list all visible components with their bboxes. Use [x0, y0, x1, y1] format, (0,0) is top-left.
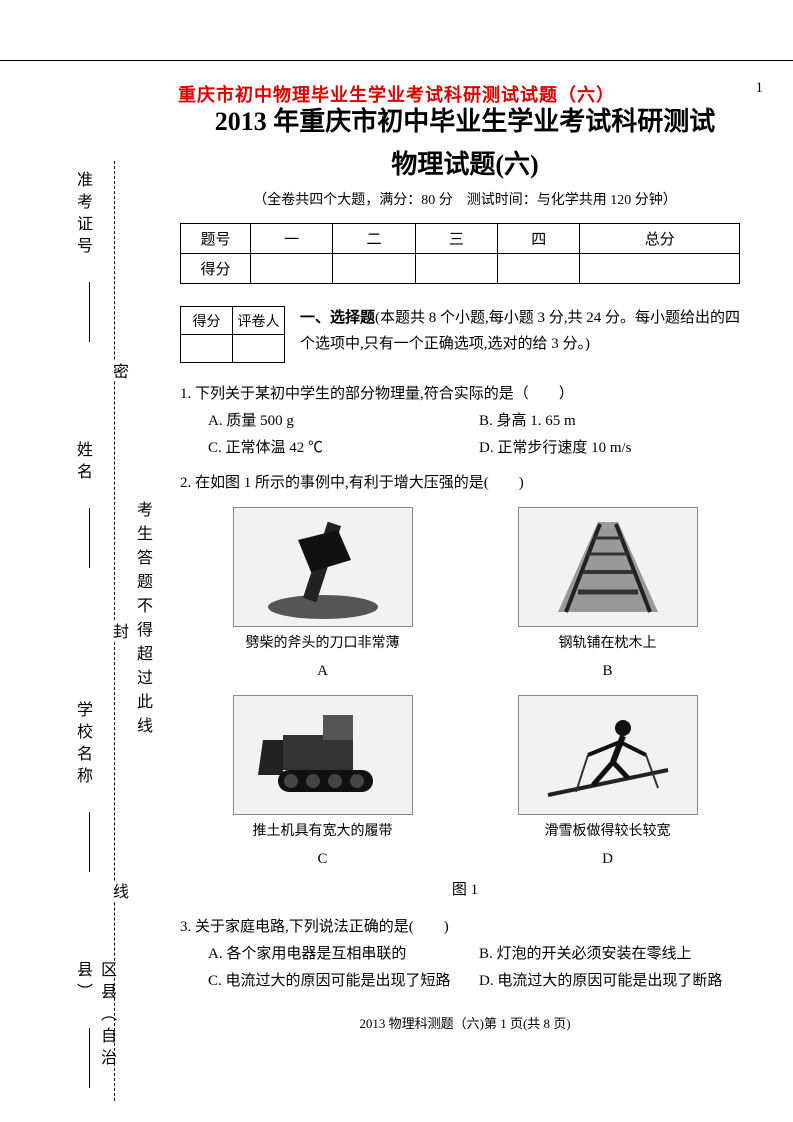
fig-c-letter: C [186, 846, 460, 873]
score-row-label: 得分 [181, 254, 251, 284]
fig-b-letter: B [471, 658, 745, 685]
fig-a-letter: A [186, 658, 460, 685]
table-row: 得分 [181, 254, 740, 284]
fig-b: 钢轨铺在枕木上 B [471, 507, 745, 685]
fig-row-2: 推土机具有宽大的履带 C [180, 695, 750, 873]
seal-warning: 考生答题不得超过此线 [130, 501, 154, 741]
question-2: 2. 在如图 1 所示的事例中,有利于增大压强的是( ) 劈柴的斧头的刀口非常薄… [180, 470, 750, 904]
grader-c2: 评卷人 [233, 307, 285, 335]
side-field-xm: 姓名 [70, 441, 94, 568]
ski-icon [518, 695, 698, 815]
underline [74, 508, 90, 568]
questions-block: 1. 下列关于某初中学生的部分物理量,符合实际的是（ ） A. 质量 500 g… [180, 363, 750, 1032]
q3-opt-b: B. 灯泡的开关必须安装在零线上 [479, 941, 750, 968]
page-footer: 2013 物理科测题（六)第 1 页(共 8 页) [180, 1013, 750, 1032]
q3-opt-c: C. 电流过大的原因可能是出现了短路 [208, 968, 479, 995]
score-cell [333, 254, 415, 284]
score-header: 一 [251, 224, 333, 254]
underline [74, 282, 90, 342]
q3-stem: 3. 关于家庭电路,下列说法正确的是( ) [180, 914, 750, 941]
side-field-xxmc: 学校名称 [70, 701, 94, 872]
score-header: 二 [333, 224, 415, 254]
table-row: 题号 一 二 三 四 总分 [181, 224, 740, 254]
underline [74, 812, 90, 872]
table-row: 得分 评卷人 [181, 307, 285, 335]
grader-c1: 得分 [181, 307, 233, 335]
rail-icon [518, 507, 698, 627]
binding-sidebar: 准考证号 密 姓名 考生答题不得超过此线 封 学校名称 线 区县（自治县） [70, 161, 160, 1101]
side-field-zkzh: 准考证号 [70, 171, 94, 342]
question-3: 3. 关于家庭电路,下列说法正确的是( ) A. 各个家用电器是互相串联的 B.… [180, 914, 750, 995]
q1-opt-d: D. 正常步行速度 10 m/s [479, 435, 750, 462]
grader-table: 得分 评卷人 [180, 306, 285, 363]
exam-info: （全卷共四个大题，满分：80 分 测试时间：与化学共用 120 分钟） [180, 189, 750, 209]
label-xm: 姓名 [74, 441, 91, 485]
fig-c: 推土机具有宽大的履带 C [186, 695, 460, 873]
underline [74, 1028, 90, 1088]
q2-stem: 2. 在如图 1 所示的事例中,有利于增大压强的是( ) [180, 470, 750, 497]
fig-a: 劈柴的斧头的刀口非常薄 A [186, 507, 460, 685]
fig-d-letter: D [471, 846, 745, 873]
seal-xian: 线 [106, 881, 130, 901]
grader-blank [181, 335, 233, 363]
section1-intro: 一、选择题(本题共 8 个小题,每小题 3 分,共 24 分。每小题给出的四个选… [300, 306, 750, 357]
fig-a-caption: 劈柴的斧头的刀口非常薄 [186, 631, 460, 656]
grader-blank [233, 335, 285, 363]
fig-row-1: 劈柴的斧头的刀口非常薄 A [180, 507, 750, 685]
label-xxmc: 学校名称 [74, 701, 91, 789]
score-table: 题号 一 二 三 四 总分 得分 [180, 223, 740, 284]
q3-opt-d: D. 电流过大的原因可能是出现了断路 [479, 968, 750, 995]
score-cell [251, 254, 333, 284]
main-content: 2013 年重庆市初中毕业生学业考试科研测试 物理试题(六) （全卷共四个大题，… [180, 91, 750, 1032]
score-header: 四 [498, 224, 580, 254]
side-field-qx: 区县（自治县） [70, 961, 118, 1101]
score-header: 三 [415, 224, 497, 254]
sub-title: 物理试题(六) [180, 144, 750, 181]
main-title: 2013 年重庆市初中毕业生学业考试科研测试 [180, 101, 750, 138]
label-zkzh: 准考证号 [74, 171, 91, 259]
axe-icon [233, 507, 413, 627]
q3-opt-a: A. 各个家用电器是互相串联的 [208, 941, 479, 968]
seal-mi: 密 [106, 361, 130, 381]
section1-title: 一、选择题 [300, 310, 375, 326]
figure-1-label: 图 1 [180, 877, 750, 904]
q1-opt-b: B. 身高 1. 65 m [479, 408, 750, 435]
score-header: 总分 [580, 224, 740, 254]
page-container: 重庆市初中物理毕业生学业考试科研测试试题（六） ‘ 准考证号 密 姓名 考生答题… [0, 60, 793, 125]
q3-options: A. 各个家用电器是互相串联的 B. 灯泡的开关必须安装在零线上 C. 电流过大… [180, 941, 750, 995]
score-cell [415, 254, 497, 284]
q1-opt-c: C. 正常体温 42 ℃ [208, 435, 479, 462]
fig-c-caption: 推土机具有宽大的履带 [186, 819, 460, 844]
q1-stem: 1. 下列关于某初中学生的部分物理量,符合实际的是（ ） [180, 381, 750, 408]
fig-d-caption: 滑雪板做得较长较宽 [471, 819, 745, 844]
page-number: 1 [756, 80, 764, 97]
q1-options: A. 质量 500 g B. 身高 1. 65 m C. 正常体温 42 ℃ D… [180, 408, 750, 462]
score-header: 题号 [181, 224, 251, 254]
score-cell [580, 254, 740, 284]
question-1: 1. 下列关于某初中学生的部分物理量,符合实际的是（ ） A. 质量 500 g… [180, 381, 750, 462]
fig-b-caption: 钢轨铺在枕木上 [471, 631, 745, 656]
fig-d: 滑雪板做得较长较宽 D [471, 695, 745, 873]
table-row [181, 335, 285, 363]
seal-feng: 封 [106, 621, 130, 641]
bulldozer-icon [233, 695, 413, 815]
q1-opt-a: A. 质量 500 g [208, 408, 479, 435]
score-cell [498, 254, 580, 284]
